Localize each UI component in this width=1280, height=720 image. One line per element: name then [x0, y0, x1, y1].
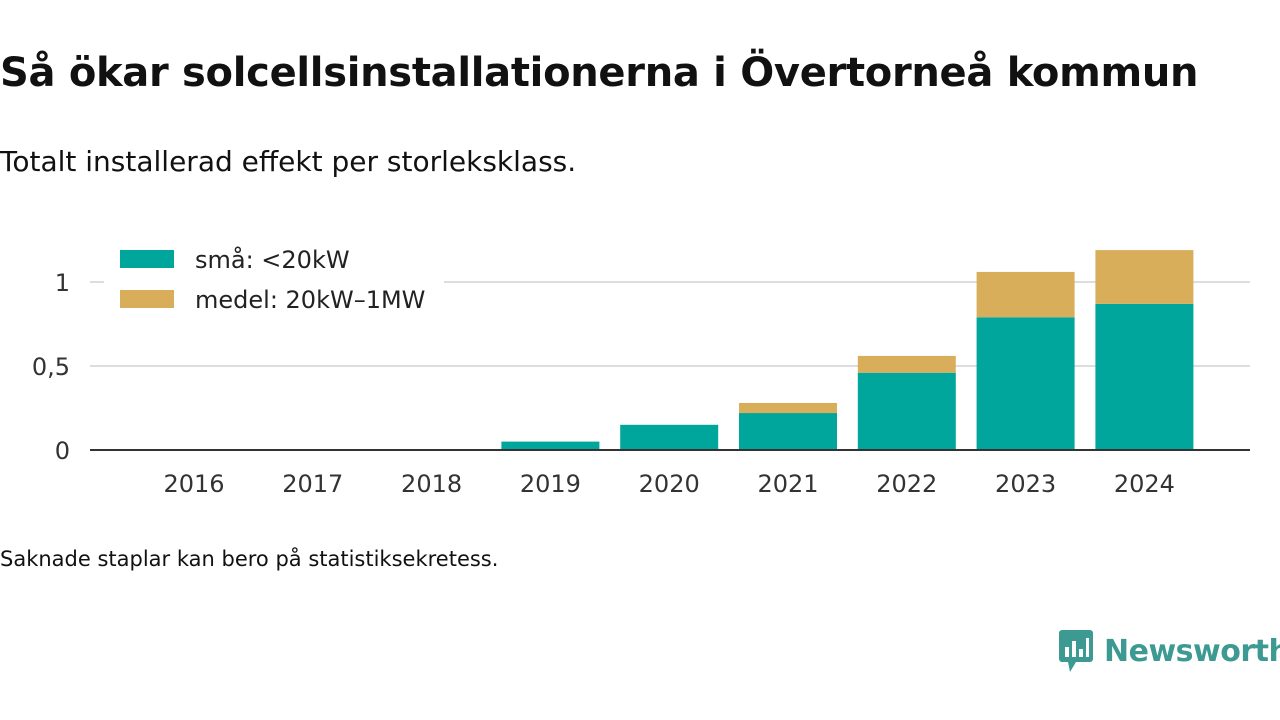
- bar-segment-2019-series-0: [501, 441, 600, 450]
- x-tick-label: 2021: [757, 470, 818, 498]
- x-tick-label: 2018: [401, 470, 462, 498]
- chart-subtitle: Totalt installerad effekt per storlekskl…: [0, 145, 577, 178]
- x-tick-label: 2023: [995, 470, 1056, 498]
- bar-segment-2024-series-0: [1095, 303, 1194, 450]
- chart-title: Så ökar solcellsinstallationerna i Övert…: [0, 50, 1199, 96]
- x-tick-label: 2016: [163, 470, 224, 498]
- bar-segment-2023-series-1: [976, 271, 1075, 318]
- bar-segment-2020-series-0: [620, 424, 719, 450]
- legend-swatch: [120, 290, 174, 308]
- stacked-bar-chart: 00,51 2016 2017 2018 2019 2020 2021 2022 2023 20…: [31, 236, 1250, 498]
- x-tick-label: 2024: [1114, 470, 1175, 498]
- newsworthy-logo-icon: [1059, 630, 1093, 672]
- bar-segment-2021-series-1: [739, 402, 837, 414]
- bar-segment-2022-series-0: [857, 372, 956, 450]
- bars: [501, 250, 1194, 450]
- legend-label: små: <20kW: [195, 245, 350, 274]
- bar-segment-2022-series-1: [857, 355, 956, 373]
- y-tick-label: 1: [55, 269, 70, 297]
- logo-wordmark: Newsworthy: [1104, 633, 1280, 669]
- legend: små: <20kW medel: 20kW–1MW: [104, 236, 444, 324]
- y-tick-label: 0: [55, 437, 70, 465]
- bar-segment-2024-series-1: [1095, 250, 1194, 304]
- bar-segment-2021-series-0: [739, 413, 837, 450]
- y-tick-label: 0,5: [32, 353, 70, 381]
- x-axis-ticks: 2016 2017 2018 2019 2020 2021 2022 2023 2024: [163, 470, 1174, 498]
- legend-label: medel: 20kW–1MW: [195, 286, 425, 314]
- x-tick-label: 2022: [876, 470, 937, 498]
- footnote: Saknade staplar kan bero på statistiksek…: [0, 547, 499, 571]
- newsworthy-logo: Newsworthy: [1058, 628, 1280, 674]
- legend-swatch: [120, 250, 174, 268]
- x-tick-label: 2017: [282, 470, 343, 498]
- bar-segment-2023-series-0: [976, 317, 1075, 450]
- y-axis-ticks: 00,51: [32, 269, 70, 465]
- x-tick-label: 2019: [520, 470, 581, 498]
- x-tick-label: 2020: [639, 470, 700, 498]
